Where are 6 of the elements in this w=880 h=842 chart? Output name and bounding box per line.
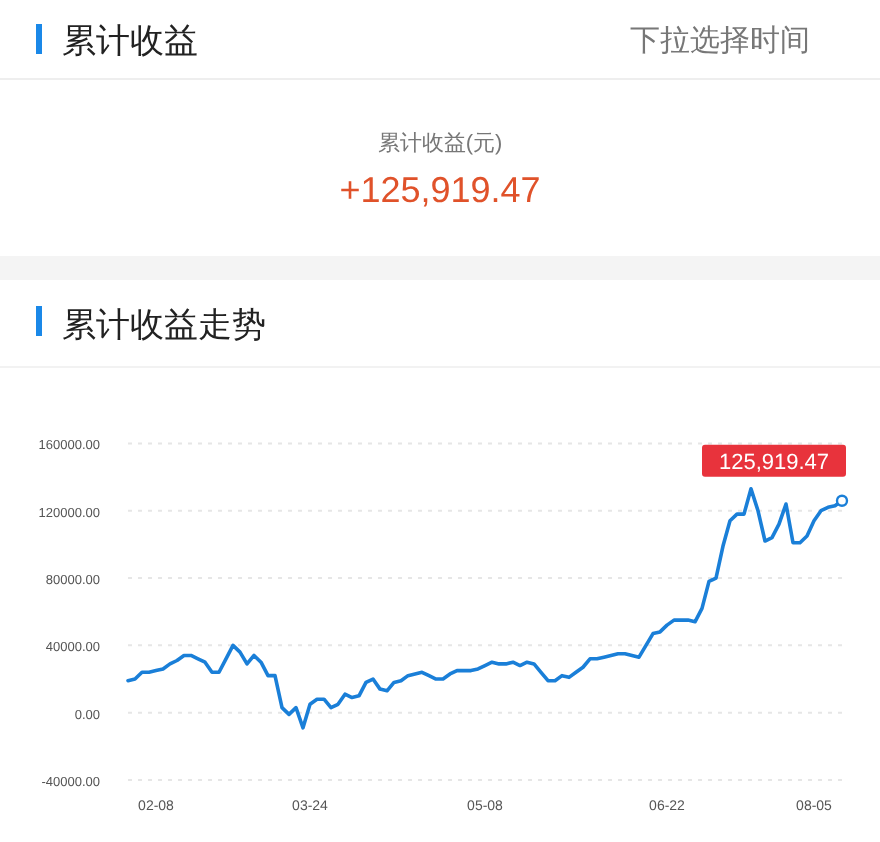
text: 下拉选择时间	[630, 24, 810, 58]
text: 累计收益(元)	[377, 130, 503, 156]
text: 累计收益	[62, 22, 198, 60]
text: +125,919.47	[339, 170, 541, 210]
chart-title: 累计收益走势	[62, 306, 266, 344]
annotation: 125,919.47	[718, 450, 830, 475]
